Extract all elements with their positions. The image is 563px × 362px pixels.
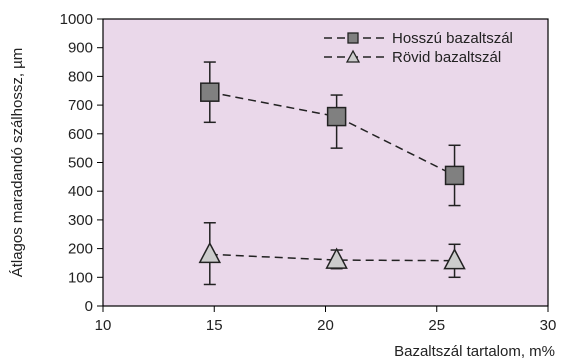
axes: 0 100 200 300 400 500 600 700 800 900 1000 10 15 20 25… — [60, 11, 557, 334]
x-tick-label: 25 — [428, 317, 445, 334]
y-tick-label: 200 — [68, 241, 93, 258]
x-axis-label: Bazaltszál tartalom, m% — [394, 343, 555, 360]
legend-marker — [347, 32, 359, 44]
y-tick-label: 300 — [68, 212, 93, 229]
y-tick-label: 500 — [68, 155, 93, 172]
y-tick-label: 900 — [68, 40, 93, 57]
legend-label: Hosszú bazaltszál — [392, 30, 513, 47]
legend-marker — [345, 49, 361, 63]
data-point — [443, 248, 466, 270]
y-tick-label: 600 — [68, 126, 93, 143]
y-tick-label: 100 — [68, 269, 93, 286]
x-tick-label: 10 — [95, 317, 112, 334]
legend-label: Rövid bazaltszál — [392, 49, 501, 66]
y-axis-label: Átlagos maradandó szálhossz, µm — [9, 48, 26, 278]
plot-area — [103, 19, 548, 306]
y-tick-label: 800 — [68, 68, 93, 85]
y-tick-label: 0 — [85, 298, 93, 315]
chart-marks — [198, 61, 466, 286]
data-point — [198, 241, 222, 264]
legend: Hosszú bazaltszál Rövid bazaltszál — [324, 30, 513, 66]
data-point — [325, 247, 348, 269]
x-tick-label: 30 — [540, 317, 557, 334]
series-2 — [198, 222, 466, 286]
y-tick-label: 1000 — [60, 11, 93, 28]
x-tick-label: 20 — [317, 317, 334, 334]
data-point — [200, 82, 220, 102]
x-tick-label: 15 — [206, 317, 223, 334]
data-point — [444, 165, 465, 186]
data-point — [326, 106, 347, 127]
series-line — [209, 253, 455, 262]
y-tick-label: 700 — [68, 97, 93, 114]
y-tick-label: 400 — [68, 183, 93, 200]
series-1 — [200, 61, 465, 207]
series-line — [209, 91, 455, 177]
